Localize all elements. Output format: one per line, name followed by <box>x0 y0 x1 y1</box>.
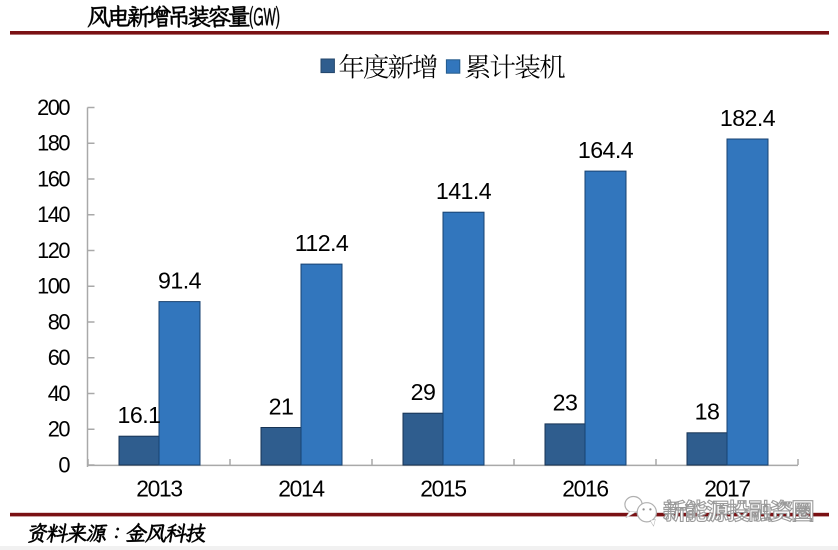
svg-text:80: 80 <box>48 309 71 334</box>
svg-text:2013: 2013 <box>136 476 182 502</box>
svg-text:40: 40 <box>48 381 71 406</box>
svg-text:60: 60 <box>48 345 71 370</box>
svg-text:23: 23 <box>553 390 578 416</box>
svg-text:112.4: 112.4 <box>295 230 349 256</box>
svg-text:141.4: 141.4 <box>436 178 492 204</box>
svg-text:18: 18 <box>695 399 720 425</box>
svg-text:2015: 2015 <box>420 476 466 502</box>
svg-text:91.4: 91.4 <box>158 267 202 293</box>
svg-text:182.4: 182.4 <box>720 105 776 131</box>
svg-text:180: 180 <box>37 131 70 156</box>
svg-text:0: 0 <box>58 452 70 477</box>
svg-text:21: 21 <box>269 393 294 419</box>
svg-text:2017: 2017 <box>704 476 750 502</box>
svg-text:200: 200 <box>37 95 70 120</box>
svg-text:160: 160 <box>37 166 70 191</box>
svg-text:2014: 2014 <box>278 476 325 502</box>
svg-text:164.4: 164.4 <box>578 137 634 163</box>
svg-text:20: 20 <box>48 417 71 442</box>
svg-text:2016: 2016 <box>562 476 608 502</box>
svg-text:29: 29 <box>411 379 436 405</box>
svg-text:100: 100 <box>37 274 70 299</box>
svg-text:16.1: 16.1 <box>118 402 161 428</box>
svg-text:120: 120 <box>37 238 70 263</box>
svg-text:140: 140 <box>37 202 70 227</box>
